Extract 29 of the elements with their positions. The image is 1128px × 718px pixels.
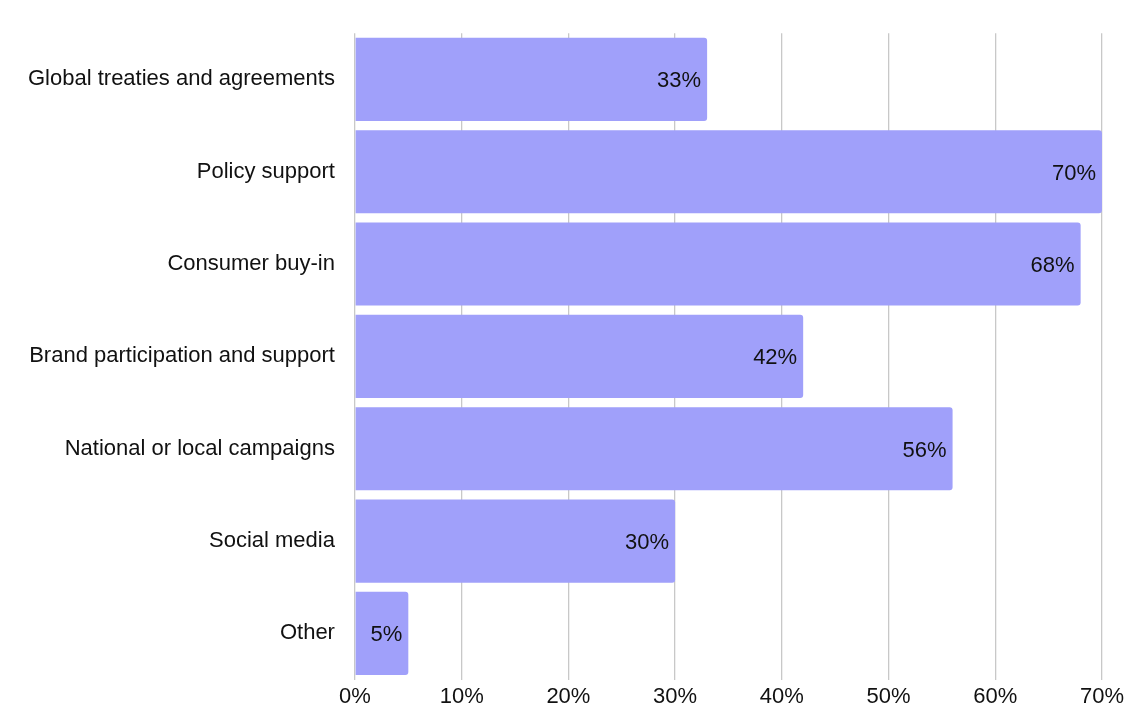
y-tick-label: Social media — [209, 527, 336, 553]
y-tick-label: Policy support — [196, 157, 335, 183]
x-tick-label: 0% — [339, 682, 371, 708]
bar — [355, 222, 1081, 306]
x-tick-label: 60% — [973, 682, 1018, 708]
data-label: 30% — [625, 529, 670, 555]
bar — [355, 591, 409, 675]
x-tick-label: 70% — [1079, 682, 1125, 708]
bar — [355, 407, 953, 491]
data-label: 33% — [657, 67, 702, 93]
data-label: 68% — [1030, 252, 1075, 278]
data-label: 56% — [902, 436, 947, 462]
x-tick-label: 30% — [653, 682, 698, 708]
y-tick-label: Global treaties and agreements — [27, 65, 335, 91]
bar — [355, 499, 676, 583]
bar — [355, 37, 708, 121]
y-tick-label: Consumer buy-in — [167, 250, 335, 276]
data-label: 5% — [370, 621, 403, 647]
bar — [355, 314, 804, 398]
x-tick-label: 40% — [759, 682, 804, 708]
x-tick-label: 10% — [439, 682, 484, 708]
data-label: 70% — [1051, 159, 1096, 185]
x-tick-label: 20% — [546, 682, 591, 708]
x-tick-label: 50% — [866, 682, 911, 708]
y-tick-label: Brand participation and support — [29, 342, 335, 368]
y-tick-label: National or local campaigns — [64, 434, 335, 460]
bar — [355, 130, 1102, 214]
data-label: 42% — [753, 344, 798, 370]
y-tick-label: Other — [279, 619, 335, 645]
